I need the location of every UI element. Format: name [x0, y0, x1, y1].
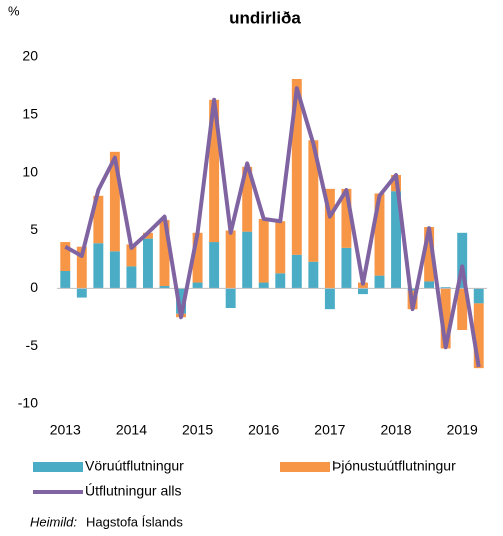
x-tick-label: 2018 [380, 422, 411, 438]
bar [473, 288, 484, 304]
x-tick-label: 2019 [447, 422, 478, 438]
bar [308, 140, 319, 262]
bar [473, 303, 484, 369]
bar [275, 221, 286, 274]
bar [143, 232, 153, 239]
bar [424, 281, 435, 289]
x-tick-label: 2014 [116, 422, 147, 438]
bar [242, 166, 253, 232]
line [64, 86, 481, 368]
bar [341, 188, 352, 248]
bar [341, 247, 352, 289]
bar [93, 243, 104, 289]
bar [93, 195, 104, 244]
bar [126, 244, 137, 267]
bar [440, 287, 451, 289]
bar [192, 232, 203, 283]
x-tick-label: 2015 [182, 422, 213, 438]
bar [159, 220, 170, 287]
legend-swatch [33, 462, 83, 472]
bar [291, 78, 302, 255]
bar [126, 266, 137, 289]
bar [143, 238, 153, 289]
bar [440, 288, 451, 349]
bar [176, 288, 186, 314]
source: Hagstofa Íslands [86, 514, 183, 529]
bar [76, 288, 87, 298]
bar [358, 288, 368, 295]
bar [424, 227, 435, 282]
y-tick-label: -10 [18, 395, 38, 411]
bar [457, 288, 468, 330]
bar [407, 288, 418, 291]
legend-swatch [280, 462, 330, 472]
bar [159, 286, 170, 289]
bar [457, 232, 468, 289]
legend-label: Þjónustuútflutningur [332, 458, 456, 474]
source-label: Heimild: [30, 514, 77, 529]
chart-title: undirliða [229, 8, 301, 27]
bar [109, 151, 120, 252]
y-tick-label: 15 [22, 106, 38, 122]
bar [391, 191, 401, 289]
legend-label: Vöruútflutningur [85, 458, 184, 474]
bar [192, 282, 203, 289]
y-tick-label: 0 [30, 279, 38, 295]
bar [374, 275, 385, 289]
y-tick-label: 5 [30, 221, 38, 237]
bar [60, 242, 71, 271]
x-tick-label: 2017 [314, 422, 345, 438]
bar [324, 188, 335, 289]
bar [374, 193, 385, 276]
y-tick-label: 20 [22, 48, 38, 64]
y-tick-label: -5 [26, 337, 39, 353]
bar [324, 288, 335, 310]
bar [242, 231, 253, 289]
bar [109, 251, 120, 289]
bar [308, 261, 319, 289]
bar [209, 99, 220, 243]
y-unit: % [8, 3, 20, 18]
bar [76, 246, 87, 289]
bar [60, 270, 71, 289]
x-tick-label: 2013 [50, 422, 81, 438]
bar [258, 218, 269, 283]
bar [225, 230, 236, 289]
x-tick-label: 2016 [248, 422, 279, 438]
y-tick-label: 10 [22, 163, 38, 179]
bar [291, 254, 302, 289]
bar [258, 282, 269, 289]
bar [209, 242, 220, 289]
legend-label: Útflutningur alls [85, 483, 182, 499]
bar [275, 273, 286, 289]
bar [225, 288, 236, 308]
